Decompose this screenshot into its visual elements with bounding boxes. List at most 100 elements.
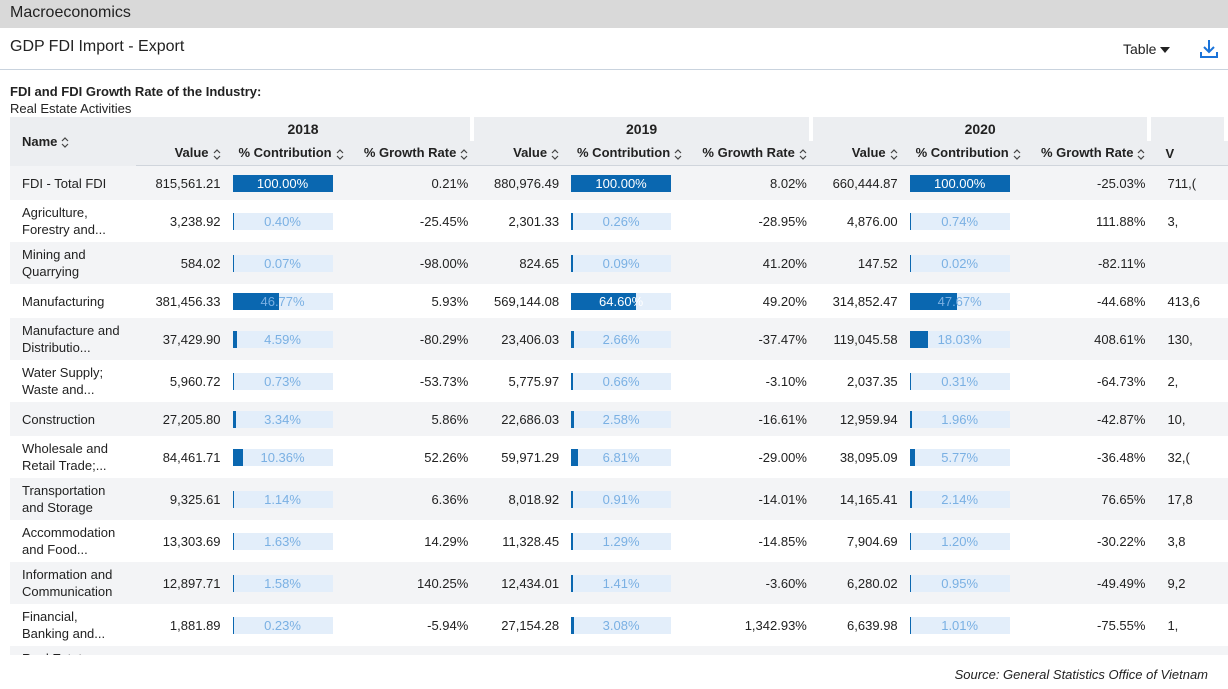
contribution-bar	[571, 254, 573, 272]
value: 12,959.94	[839, 411, 898, 427]
contribution-track: 0.66%	[571, 372, 672, 390]
contribution-value: 0.31%	[941, 373, 979, 389]
growth-rate: -3.60%	[765, 575, 807, 591]
cell: -29.00%	[688, 436, 813, 478]
cell: -14.85%	[688, 520, 813, 562]
contribution-track: 64.60%	[571, 292, 672, 310]
download-button[interactable]	[1199, 38, 1219, 60]
contribution-track: 1.96%	[909, 410, 1010, 428]
table-row: Manufacturing 381,456.33 46.77% 5.93% 569,14…	[10, 284, 1228, 318]
sort-icon[interactable]	[336, 148, 344, 161]
value-partial: 1,	[1167, 617, 1179, 633]
cell: -37.47%	[688, 318, 813, 360]
contribution-value: 1.41%	[602, 575, 640, 591]
value: 660,444.87	[832, 175, 898, 191]
contribution-track: 2.66%	[571, 330, 672, 348]
tab[interactable]: GDP	[10, 38, 45, 55]
contribution-value: 3.34%	[264, 411, 301, 427]
column-header[interactable]: Value	[474, 141, 566, 166]
tab[interactable]: Import - Export	[78, 38, 185, 55]
cell: 584.02	[135, 242, 227, 284]
column-header: V	[1151, 141, 1228, 166]
growth-rate: -16.61%	[758, 411, 807, 427]
cell: 23,406.03	[474, 318, 566, 360]
cell-partial: 711,(	[1151, 166, 1228, 200]
contribution-value: 0.74%	[941, 213, 979, 229]
cell: -49.49%	[1026, 562, 1152, 604]
growth-rate: -36.48%	[1097, 449, 1146, 465]
contribution-value: 2.66%	[602, 331, 640, 347]
row-name: Wholesale and Retail Trade;...	[22, 441, 108, 473]
sort-icon[interactable]	[890, 148, 898, 161]
sort-icon[interactable]	[460, 148, 468, 161]
cell: 152,125.13	[135, 646, 227, 655]
contribution-bar	[571, 448, 578, 466]
column-header[interactable]: % Growth Rate	[349, 141, 475, 166]
cell: -30.22%	[1027, 520, 1152, 562]
sort-icon[interactable]	[61, 136, 69, 149]
cell: 5,775.97	[474, 360, 565, 402]
cell: 0.74%	[904, 200, 1027, 242]
column-header[interactable]: % Contribution	[565, 141, 689, 166]
growth-rate: -80.29%	[419, 331, 469, 347]
contribution-bar	[232, 532, 235, 550]
contribution-value: 47.67%	[937, 293, 982, 309]
contribution-value: 0.07%	[264, 255, 301, 271]
year-row: Name 2018 2019 2020	[10, 117, 1228, 166]
growth-rate: 140.25%	[416, 575, 469, 591]
cell: 10.19%	[565, 646, 689, 655]
column-header[interactable]: % Contribution	[903, 141, 1027, 166]
sort-icon[interactable]	[1013, 148, 1021, 161]
cell: 0.09%	[565, 242, 689, 284]
value-partial: 130,	[1167, 331, 1193, 347]
separator	[0, 69, 1228, 70]
sort-icon[interactable]	[551, 148, 559, 161]
cell: 1.63%	[227, 520, 350, 562]
table-row: Mining and Quarrying 584.02 0.07% -98.00% 82…	[10, 242, 1228, 284]
sort-icon[interactable]	[674, 148, 682, 161]
cell: -3.10%	[688, 360, 813, 402]
table-row: FDI - Total FDI 815,561.21 100.00% 0.21% 880…	[10, 166, 1228, 200]
contribution-track: 0.07%	[232, 254, 333, 272]
contribution-track: 0.74%	[909, 212, 1010, 230]
contribution-track: 0.91%	[571, 490, 672, 508]
table: Name 2018 2019 2020 Value % Contribution % Gro…	[10, 117, 1228, 655]
sort-icon[interactable]	[799, 148, 807, 161]
contribution-value: 2.58%	[602, 411, 640, 427]
row-name-cell: Manufacture and Distributio...	[10, 318, 136, 360]
column-header[interactable]: % Contribution	[226, 141, 350, 166]
cell: 14.67%	[903, 646, 1027, 655]
column-header[interactable]: Value	[812, 141, 904, 166]
column-header[interactable]: % Growth Rate	[1026, 141, 1152, 166]
cell: 0.73%	[227, 360, 350, 402]
cell: 46.77%	[227, 284, 350, 318]
growth-rate: -64.73%	[1097, 373, 1146, 389]
contribution-value: 0.66%	[602, 373, 640, 389]
contribution-bar	[232, 174, 333, 192]
column-header[interactable]: % Growth Rate	[688, 141, 813, 166]
growth-rate: -14.85%	[758, 533, 807, 549]
cell: 119.64%	[349, 646, 475, 655]
contribution-bar	[909, 372, 912, 390]
value-partial: 32,(	[1167, 449, 1190, 465]
cell-partial: 17,8	[1151, 478, 1228, 520]
column-header[interactable]: Value	[135, 141, 227, 166]
value-partial: 413,6	[1167, 293, 1200, 309]
view-select[interactable]: Table	[1123, 41, 1171, 57]
table-title: FDI and FDI Growth Rate of the Industry:	[10, 84, 262, 99]
cell: 2.58%	[565, 402, 689, 436]
cell: 2.66%	[565, 318, 689, 360]
sort-icon[interactable]	[1137, 148, 1145, 161]
table-row: Financial, Banking and... 1,881.89 0.23% -5…	[10, 604, 1228, 646]
sort-icon[interactable]	[213, 148, 221, 161]
value: 27,205.80	[162, 411, 221, 427]
cell: 569,144.08	[474, 284, 565, 318]
cell: -44.68%	[1027, 284, 1152, 318]
cell: 880,976.49	[474, 166, 566, 200]
contribution-value: 0.26%	[602, 213, 640, 229]
tab[interactable]: FDI	[48, 38, 75, 55]
cell: 5.86%	[349, 402, 475, 436]
value: 9,325.61	[169, 491, 221, 507]
contribution-track: 0.31%	[909, 372, 1010, 390]
row-name-cell: Real Estate Activities	[10, 646, 136, 655]
